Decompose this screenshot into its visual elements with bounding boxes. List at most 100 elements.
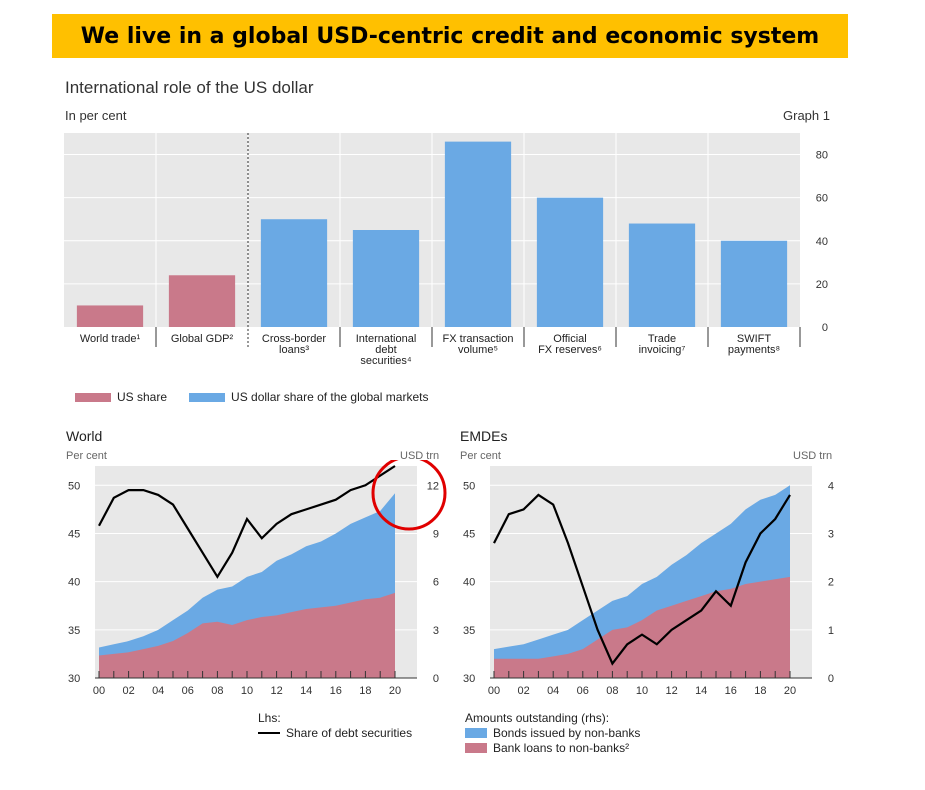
xtick-label: 10 — [241, 685, 253, 697]
emdes-title: EMDEs — [460, 428, 508, 444]
bar — [444, 141, 512, 327]
banner-text: We live in a global USD-centric credit a… — [80, 23, 820, 49]
bar — [260, 219, 328, 327]
top-legend: US share US dollar share of the global m… — [75, 390, 428, 404]
graph-label: Graph 1 — [783, 108, 830, 123]
bar-chart: 0 20 40 60 80 World trade¹ Global GDP² Cross-bo… — [64, 133, 828, 367]
world-left-unit: Per cent — [66, 450, 107, 462]
bar-xtick-label: Cross-border — [262, 333, 327, 345]
xtick-label: 18 — [754, 685, 766, 697]
world-area-chart: 30 35 40 45 50 0 3 6 9 12 00 02 04 06 08 10 12 14 16 18 20 — [68, 460, 447, 697]
unit-label: In per cent — [65, 108, 127, 123]
chart-title: International role of the US dollar — [65, 78, 314, 97]
ytick-label-left: 35 — [68, 625, 80, 637]
bar — [168, 275, 236, 327]
emdes-right-unit: USD trn — [793, 450, 833, 462]
banner: We live in a global USD-centric credit a… — [52, 14, 848, 58]
bar-xtick-label: SWIFT — [737, 333, 771, 345]
xtick-label: 20 — [784, 685, 796, 697]
bar-xtick-label: loans³ — [279, 344, 309, 356]
ytick-label-left: 45 — [463, 528, 475, 540]
legend-label-bonds: Bonds issued by non-banks — [493, 726, 641, 740]
bar-xtick-label: Official — [553, 333, 586, 345]
xtick-label: 06 — [577, 685, 589, 697]
legend-item-line: Share of debt securities — [258, 726, 412, 740]
rhs-label: Amounts outstanding (rhs): — [465, 711, 610, 725]
bar — [352, 230, 420, 327]
xtick-label: 04 — [152, 685, 164, 697]
legend-label-usd-share: US dollar share of the global markets — [231, 390, 429, 404]
bar-ytick-label: 20 — [816, 279, 828, 291]
lhs-label: Lhs: — [258, 711, 281, 725]
legend-label-us-share: US share — [117, 390, 168, 404]
ytick-label-right: 3 — [433, 625, 439, 637]
xtick-label: 20 — [389, 685, 401, 697]
line-share-debt-securities — [493, 493, 791, 666]
bar-xtick-label: invoicing⁷ — [639, 344, 686, 356]
xtick-label: 12 — [665, 685, 677, 697]
bar-xtick-label: International — [356, 333, 417, 345]
xtick-label: 02 — [517, 685, 529, 697]
legend-swatch-us-share — [75, 393, 111, 403]
legend-swatch-line — [258, 732, 280, 734]
legend-label-line: Share of debt securities — [286, 726, 413, 740]
ytick-label-left: 40 — [463, 577, 475, 589]
bar — [76, 305, 144, 327]
xtick-label: 16 — [330, 685, 342, 697]
bar-xtick-label: FX reserves⁶ — [538, 344, 602, 356]
bar-ytick-label: 80 — [816, 150, 828, 162]
bar-xtick-label: FX transaction — [443, 333, 514, 345]
xtick-label: 08 — [211, 685, 223, 697]
ytick-label-right: 3 — [828, 528, 834, 540]
legend-label-loans: Bank loans to non-banks² — [493, 741, 630, 755]
xtick-label: 18 — [359, 685, 371, 697]
legend-item-us-share: US share — [75, 390, 167, 404]
bar-xtick-label: Trade — [648, 333, 676, 345]
ytick-label-left: 45 — [68, 528, 80, 540]
legend-item-loans: Bank loans to non-banks² — [465, 741, 629, 755]
ytick-label-right: 1 — [828, 625, 834, 637]
ytick-label-left: 35 — [463, 625, 475, 637]
bar — [536, 197, 604, 327]
world-title: World — [66, 428, 103, 444]
xtick-label: 06 — [182, 685, 194, 697]
xtick-label: 00 — [93, 685, 105, 697]
xtick-label: 10 — [636, 685, 648, 697]
xtick-label: 14 — [695, 685, 707, 697]
highlight-circle — [371, 460, 447, 531]
ytick-label-right: 6 — [433, 577, 439, 589]
legend-item-usd-share: US dollar share of the global markets — [189, 390, 428, 404]
bar — [628, 223, 696, 327]
xtick-label: 04 — [547, 685, 559, 697]
bar-xtick-label: securities⁴ — [360, 355, 411, 367]
ytick-label-right: 12 — [427, 480, 439, 492]
bar — [720, 240, 788, 327]
ytick-label-right: 0 — [433, 673, 439, 685]
line-share-debt-securities — [98, 465, 396, 579]
area-loans — [494, 576, 790, 678]
world-right-unit: USD trn — [400, 450, 440, 462]
legend-swatch-usd-share — [189, 393, 226, 403]
xtick-label: 16 — [725, 685, 737, 697]
ytick-label-right: 9 — [433, 528, 439, 540]
bar-xtick-label: World trade¹ — [80, 333, 141, 345]
bar-xtick-label: debt — [375, 344, 396, 356]
ytick-label-left: 50 — [68, 480, 80, 492]
bar-xtick-label: volume⁵ — [458, 344, 498, 356]
ytick-label-right: 4 — [828, 480, 834, 492]
bar-xtick-label: Global GDP² — [171, 333, 234, 345]
ytick-label-right: 0 — [828, 673, 834, 685]
xtick-label: 12 — [270, 685, 282, 697]
bar-ytick-label: 60 — [816, 193, 828, 205]
bar-ytick-label: 40 — [816, 236, 828, 248]
ytick-label-right: 2 — [828, 577, 834, 589]
bar-ytick-label: 0 — [822, 322, 828, 334]
ytick-label-left: 40 — [68, 577, 80, 589]
emdes-left-unit: Per cent — [460, 450, 501, 462]
xtick-label: 02 — [122, 685, 134, 697]
xtick-label: 08 — [606, 685, 618, 697]
legend-swatch-bonds — [465, 728, 487, 738]
ytick-label-left: 50 — [463, 480, 475, 492]
ytick-label-left: 30 — [68, 673, 80, 685]
